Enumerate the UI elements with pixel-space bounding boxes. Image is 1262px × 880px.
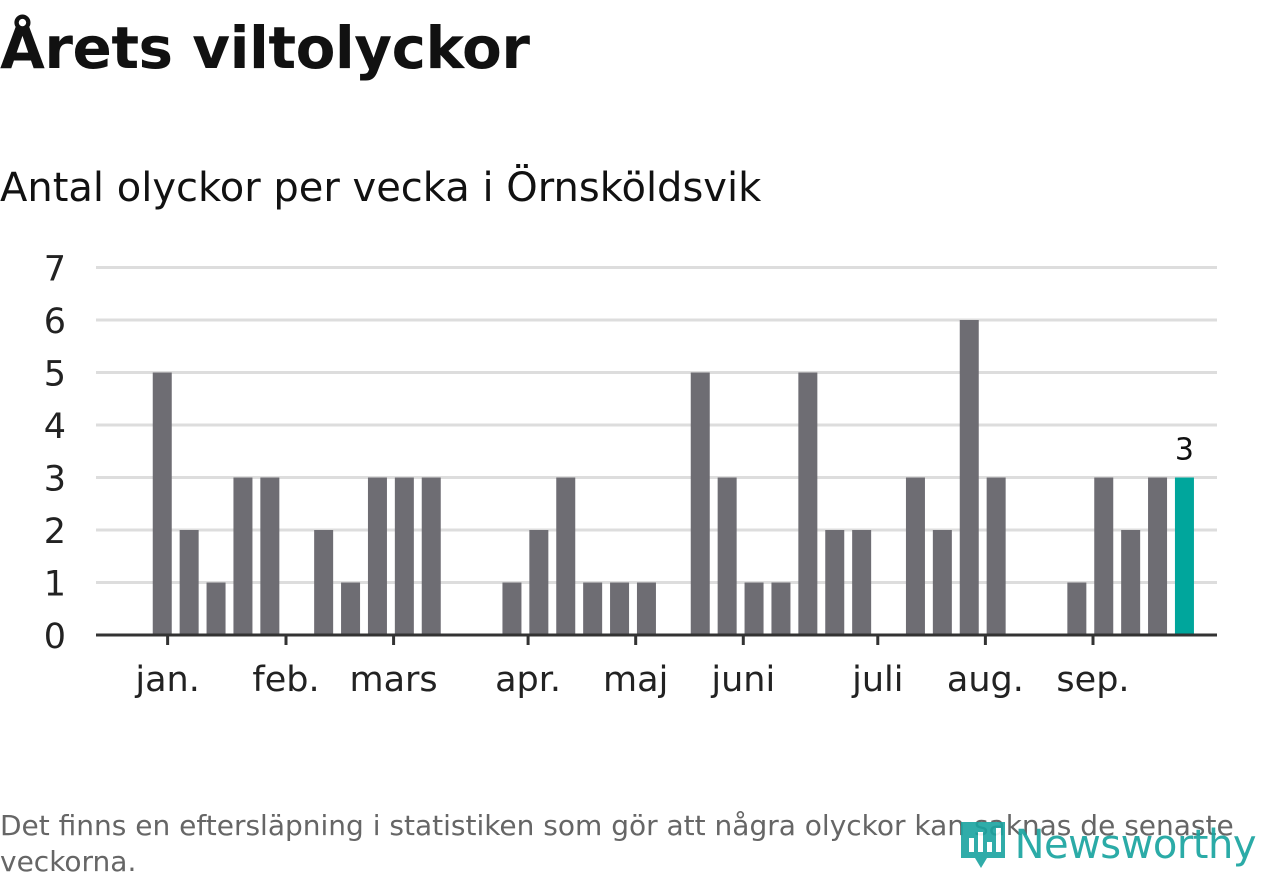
brand-name: Newsworthy: [1014, 822, 1257, 868]
bar: [260, 477, 280, 635]
bar: [502, 582, 522, 635]
y-tick-label: 6: [44, 302, 66, 342]
bar: [986, 477, 1006, 635]
bar-chart: 0 1 2 3 4 5 6 7 jan. feb. mars apr. maj juni juli aug.…: [44, 250, 1217, 700]
data-labels: 3: [1175, 433, 1194, 468]
x-tick-label: aug.: [947, 660, 1024, 700]
x-tick-label: sep.: [1056, 660, 1129, 700]
y-tick-label: 2: [44, 512, 66, 552]
bar: [394, 477, 414, 635]
y-axis-ticks: 0 1 2 3 4 5 6 7: [44, 250, 66, 658]
x-tick-label: apr.: [495, 660, 561, 700]
bars: [152, 320, 1194, 635]
bar: [744, 582, 764, 635]
y-tick-label: 3: [44, 460, 66, 500]
bar: [825, 530, 845, 635]
bar: [233, 477, 253, 635]
newsworthy-icon: [960, 822, 1005, 868]
x-tick-label: jan.: [134, 660, 199, 700]
bar: [556, 477, 576, 635]
bar: [798, 372, 818, 635]
highlight-value-label: 3: [1175, 433, 1194, 468]
bar: [367, 477, 387, 635]
x-tick-label: juli: [851, 660, 903, 700]
x-tick-label: juni: [710, 660, 775, 700]
footnote: Det finns en eftersläpning i statistiken…: [0, 809, 1234, 878]
bar: [636, 582, 656, 635]
bar: [583, 582, 603, 635]
bar: [905, 477, 925, 635]
y-tick-label: 1: [44, 565, 66, 605]
y-tick-label: 4: [44, 407, 66, 447]
bar: [206, 582, 226, 635]
bar: [717, 477, 737, 635]
bar: [1148, 477, 1168, 635]
bar: [421, 477, 441, 635]
bar: [152, 372, 172, 635]
bar: [852, 530, 872, 635]
bar: [1067, 582, 1087, 635]
gridlines: [96, 266, 1217, 584]
y-tick-label: 0: [44, 617, 66, 657]
x-axis: jan. feb. mars apr. maj juni juli aug. sep.: [96, 633, 1217, 700]
x-tick-label: maj: [603, 660, 668, 700]
y-tick-label: 5: [44, 355, 66, 395]
x-tick-label: feb.: [252, 660, 319, 700]
y-tick-label: 7: [44, 250, 66, 290]
bar: [690, 372, 710, 635]
bar: [771, 582, 791, 635]
chart-title: Årets viltolyckor: [0, 14, 530, 82]
x-tick-label: mars: [350, 660, 438, 700]
newsworthy-logo: Newsworthy: [957, 818, 1257, 872]
bar: [341, 582, 361, 635]
bar-highlight: [1174, 477, 1194, 635]
bar: [932, 530, 952, 635]
bar: [314, 530, 334, 635]
bar: [959, 320, 979, 635]
bar: [529, 530, 549, 635]
bar: [610, 582, 630, 635]
bar: [1121, 530, 1141, 635]
bar: [1094, 477, 1114, 635]
chart-subtitle: Antal olyckor per vecka i Örnsköldsvik: [0, 165, 762, 211]
bar: [179, 530, 199, 635]
